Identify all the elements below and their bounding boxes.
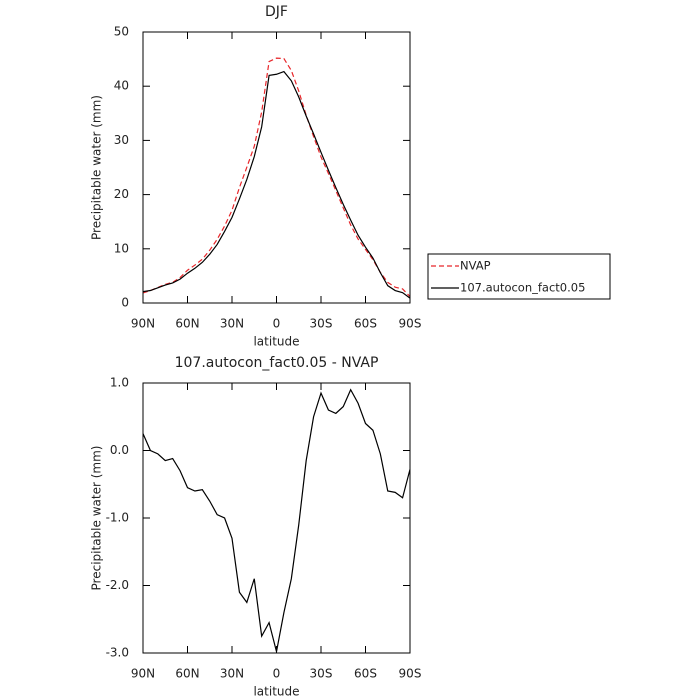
x-axis-label: latitude [253,685,299,699]
y-tick-label: 0 [121,296,129,310]
y-tick-label: 10 [114,241,129,255]
x-tick-label: 90N [131,317,155,331]
x-tick-label: 90S [399,667,422,681]
x-tick-label: 30S [310,317,333,331]
y-tick-label: 20 [114,187,129,201]
y-tick-label: 40 [114,79,129,93]
x-axis-label: latitude [253,335,299,349]
legend-label: 107.autocon_fact0.05 [460,281,585,295]
x-tick-label: 60S [354,317,377,331]
x-tick-label: 0 [273,317,281,331]
data-line [142,70,411,299]
y-axis-label: Precipitable water (mm) [90,95,104,240]
data-line [142,388,411,652]
y-tick-label: -1.0 [106,511,129,525]
y-tick-label: -2.0 [106,578,129,592]
y-tick-label: 30 [114,133,129,147]
x-tick-label: 0 [273,667,281,681]
x-tick-label: 90S [399,317,422,331]
y-axis-label: Precipitable water (mm) [90,446,104,591]
x-tick-label: 90N [131,667,155,681]
chart-title: DJF [265,4,288,20]
legend-label: NVAP [460,259,491,273]
y-tick-label: -3.0 [106,646,129,660]
x-tick-label: 30N [220,667,244,681]
y-tick-label: 50 [114,25,129,39]
legend-box [427,253,611,300]
chart-title: 107.autocon_fact0.05 - NVAP [175,355,379,371]
x-tick-label: 60N [175,317,199,331]
x-tick-label: 30N [220,317,244,331]
x-tick-label: 60N [175,667,199,681]
plot-frame [142,382,411,654]
x-tick-label: 30S [310,667,333,681]
y-tick-label: 1.0 [110,376,129,390]
plot-frame [142,31,411,304]
y-tick-label: 0.0 [110,443,129,457]
x-tick-label: 60S [354,667,377,681]
data-line [142,57,411,298]
